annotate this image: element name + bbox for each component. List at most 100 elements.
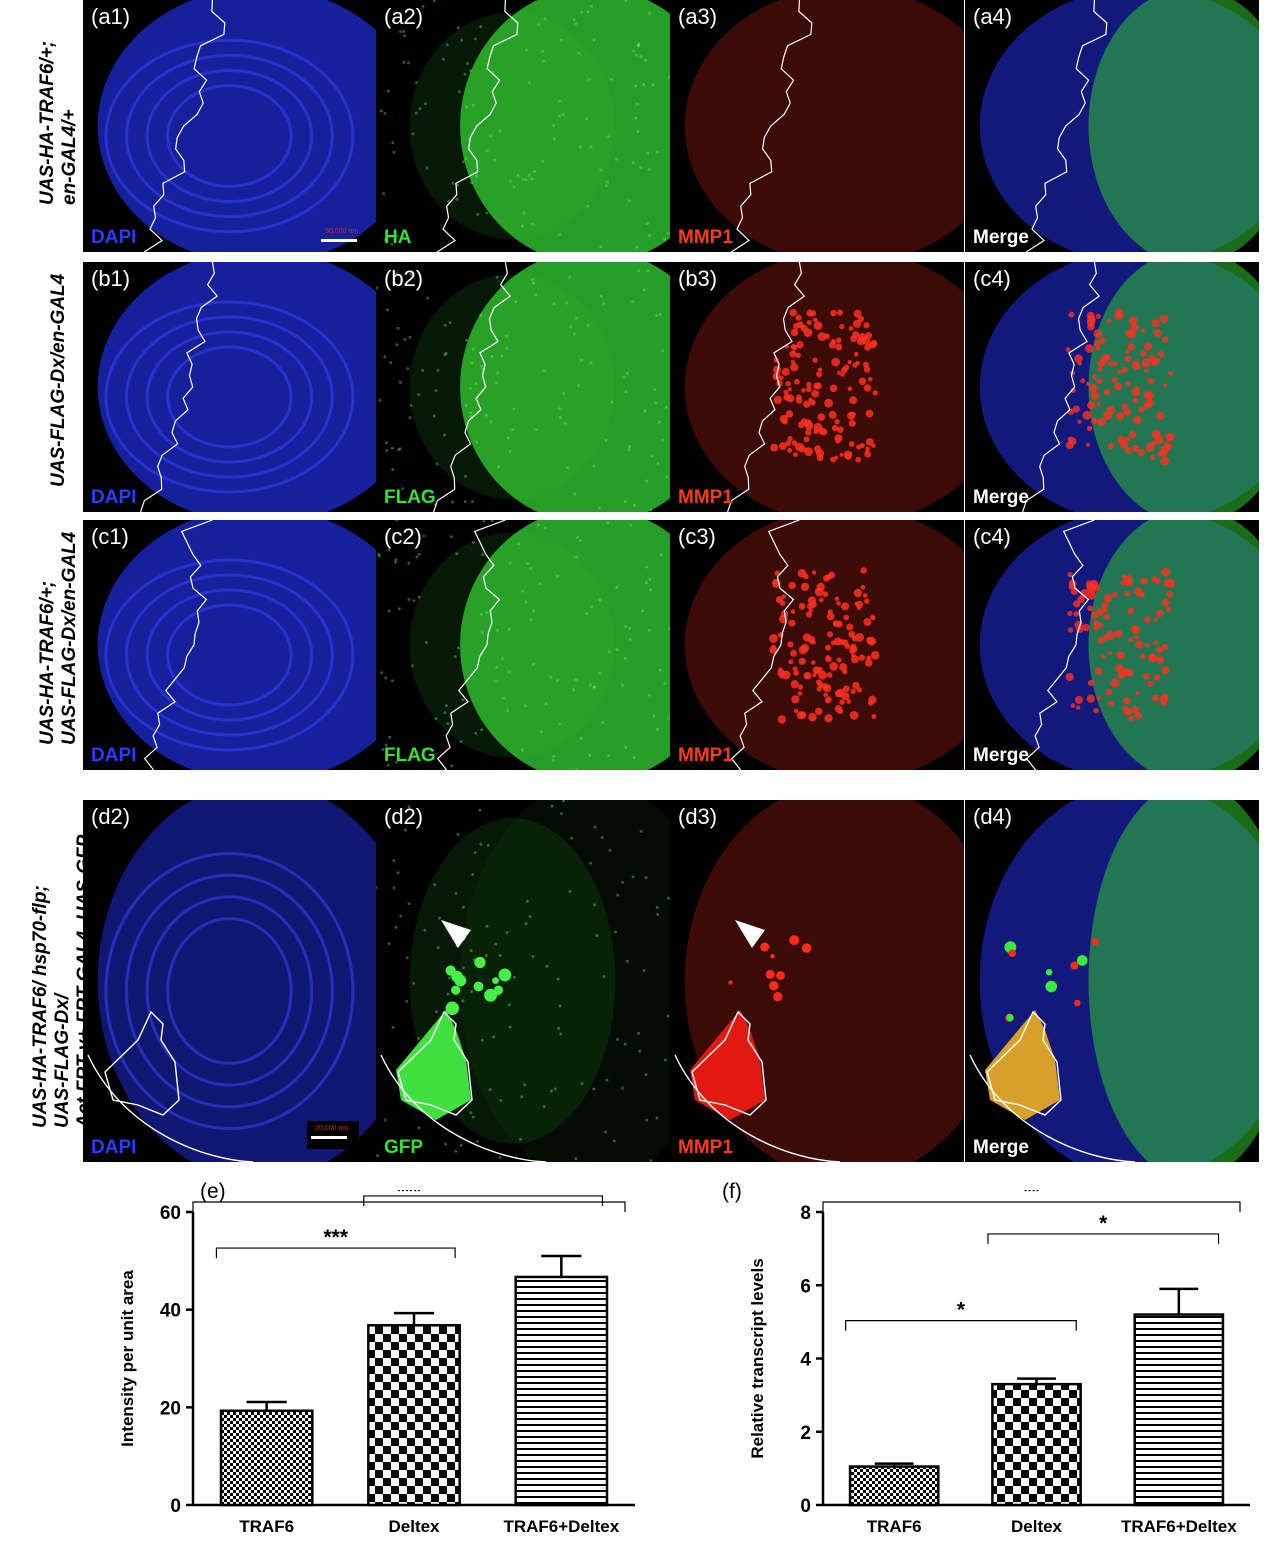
micrograph-panel: (b3) MMP1 bbox=[670, 262, 964, 512]
channel-label: GFP bbox=[384, 1137, 424, 1158]
panel-id-label: (d3) bbox=[678, 804, 718, 829]
channel-label: HA bbox=[384, 227, 412, 248]
x-tick-label: TRAF6+Deltex bbox=[1121, 1517, 1237, 1536]
channel-label: DAPI bbox=[91, 745, 137, 766]
micrograph-image bbox=[376, 262, 670, 512]
panel-id-label: (a1) bbox=[91, 4, 131, 29]
x-tick-label: Deltex bbox=[388, 1517, 440, 1536]
channel-label: Merge bbox=[973, 227, 1029, 248]
significance-label: *** bbox=[397, 1190, 422, 1203]
channel-label: MMP1 bbox=[678, 1137, 733, 1158]
y-axis-label: Intensity per unit area bbox=[118, 1270, 137, 1447]
channel-label: DAPI bbox=[91, 227, 137, 248]
y-tick-label: 0 bbox=[800, 1496, 811, 1517]
scale-bar-line bbox=[321, 239, 357, 242]
panel-id-label: (b1) bbox=[91, 266, 131, 291]
panel-letter-f: (f) bbox=[722, 1180, 742, 1203]
micrograph-image bbox=[684, 262, 964, 512]
significance-bracket bbox=[987, 1233, 1220, 1244]
micrograph-image bbox=[674, 800, 964, 1162]
y-tick-label: 60 bbox=[160, 1203, 181, 1224]
micrograph-panel: (c3) MMP1 bbox=[670, 520, 964, 770]
row-label-2: UAS-FLAG-Dx/en-GAL4 bbox=[48, 274, 70, 487]
row-label-line: UAS-FLAG-Dx/en-GAL4 bbox=[59, 531, 80, 745]
y-tick-label: 20 bbox=[160, 1398, 181, 1419]
micrograph-image bbox=[979, 520, 1259, 770]
significance-bracket bbox=[845, 1320, 1077, 1331]
micrograph-panel: (d3) MMP1 bbox=[670, 800, 964, 1162]
micrograph-panel: (b2) FLAG bbox=[376, 262, 670, 512]
bar-deltex bbox=[991, 1382, 1082, 1507]
y-axis-label: Relative transcript levels bbox=[748, 1258, 767, 1458]
row-label-line: UAS-FLAG-Dx/ bbox=[52, 993, 73, 1128]
bar-traf6 bbox=[219, 1409, 314, 1507]
micrograph-panel: (c4) Merge bbox=[965, 262, 1259, 512]
significance-bracket bbox=[363, 1195, 604, 1206]
panel-id-label: (c4) bbox=[973, 524, 1011, 549]
channel-label: MMP1 bbox=[678, 227, 733, 248]
y-tick-label: 6 bbox=[800, 1276, 811, 1297]
row-label-1: UAS-HA-TRAF6/+; en-GAL4/+ bbox=[37, 41, 81, 205]
channel-label: Merge bbox=[973, 1137, 1029, 1158]
bar-traf6-deltex bbox=[1133, 1313, 1225, 1507]
significance-label: ** bbox=[1023, 1190, 1040, 1203]
row-label-line: en-GAL4/+ bbox=[59, 109, 80, 205]
micrograph-image bbox=[97, 0, 377, 252]
panel-id-label: (c3) bbox=[678, 524, 716, 549]
bar-chart-transcript: 0 2 4 6 8 Relative transcript levels TRAF6 Delt… bbox=[748, 1190, 1250, 1536]
bar-traf6-deltex bbox=[514, 1275, 609, 1507]
y-tick-label: 2 bbox=[800, 1423, 811, 1444]
x-tick-label: TRAF6 bbox=[867, 1517, 922, 1536]
micrograph-image bbox=[979, 262, 1259, 512]
micrograph-panel: (d2) GFP bbox=[376, 800, 670, 1162]
y-tick-label: 4 bbox=[800, 1350, 811, 1371]
panel-id-label: (c2) bbox=[384, 524, 422, 549]
micrograph-panel: (c4) Merge bbox=[965, 520, 1259, 770]
micrograph-panel: (a3) MMP1 bbox=[670, 0, 964, 252]
channel-label: FLAG bbox=[384, 487, 436, 508]
row-label-line: UAS-HA-TRAF6/ hsp70-flp; bbox=[30, 885, 51, 1128]
panel-id-label: (d2) bbox=[384, 804, 424, 829]
channel-label: FLAG bbox=[384, 745, 436, 766]
micrograph-panel: (c1) DAPI bbox=[83, 520, 377, 770]
significance-bracket bbox=[822, 1201, 1241, 1212]
micrograph-image bbox=[97, 262, 377, 512]
micrograph-image bbox=[379, 0, 670, 252]
significance-bracket bbox=[192, 1201, 626, 1212]
significance-bracket bbox=[215, 1247, 456, 1259]
y-tick-label: 8 bbox=[800, 1203, 811, 1224]
micrograph-image bbox=[979, 0, 1259, 252]
micrograph-panel: (a1) DAPI 50,000 nm bbox=[83, 0, 377, 252]
micrograph-panel: (a2) HA bbox=[376, 0, 670, 252]
micrograph-panel: (c2) FLAG bbox=[376, 520, 670, 770]
micrograph-panel: (a4) Merge bbox=[965, 0, 1259, 252]
significance-label: * bbox=[1099, 1212, 1108, 1235]
y-tick-label: 40 bbox=[160, 1301, 181, 1322]
panel-id-label: (b2) bbox=[384, 266, 424, 291]
row-label-line: UAS-HA-TRAF6/+; bbox=[37, 40, 58, 205]
significance-label: * bbox=[957, 1299, 966, 1322]
significance-label: *** bbox=[324, 1226, 349, 1249]
channel-label: Merge bbox=[973, 487, 1029, 508]
scale-bar-line bbox=[311, 1136, 347, 1139]
row-label-line: UAS-HA-TRAF6/+; bbox=[37, 580, 58, 745]
channel-label: MMP1 bbox=[678, 745, 733, 766]
micrograph-image bbox=[87, 800, 377, 1162]
micrograph-panel: (d2) DAPI 20,000 nm bbox=[83, 800, 377, 1162]
channel-label: MMP1 bbox=[678, 487, 733, 508]
micrograph-panel: (b1) DAPI bbox=[83, 262, 377, 512]
bar-chart-intensity: 0 20 40 60 Intensity per unit area TRAF6 Delte… bbox=[118, 1190, 635, 1536]
micrograph-image bbox=[684, 520, 964, 770]
channel-label: DAPI bbox=[91, 487, 137, 508]
channel-label: Merge bbox=[973, 745, 1029, 766]
panel-id-label: (c4) bbox=[973, 266, 1011, 291]
micrograph-image bbox=[97, 520, 377, 770]
row-label-line: UAS-FLAG-Dx/en-GAL4 bbox=[48, 273, 69, 487]
panel-id-label: (c1) bbox=[91, 524, 129, 549]
micrograph-image bbox=[684, 0, 964, 252]
panel-id-label: (d4) bbox=[973, 804, 1013, 829]
micrograph-image bbox=[376, 800, 670, 1162]
micrograph-image bbox=[969, 800, 1259, 1162]
y-tick-label: 0 bbox=[170, 1496, 181, 1517]
bar-traf6 bbox=[848, 1465, 940, 1507]
